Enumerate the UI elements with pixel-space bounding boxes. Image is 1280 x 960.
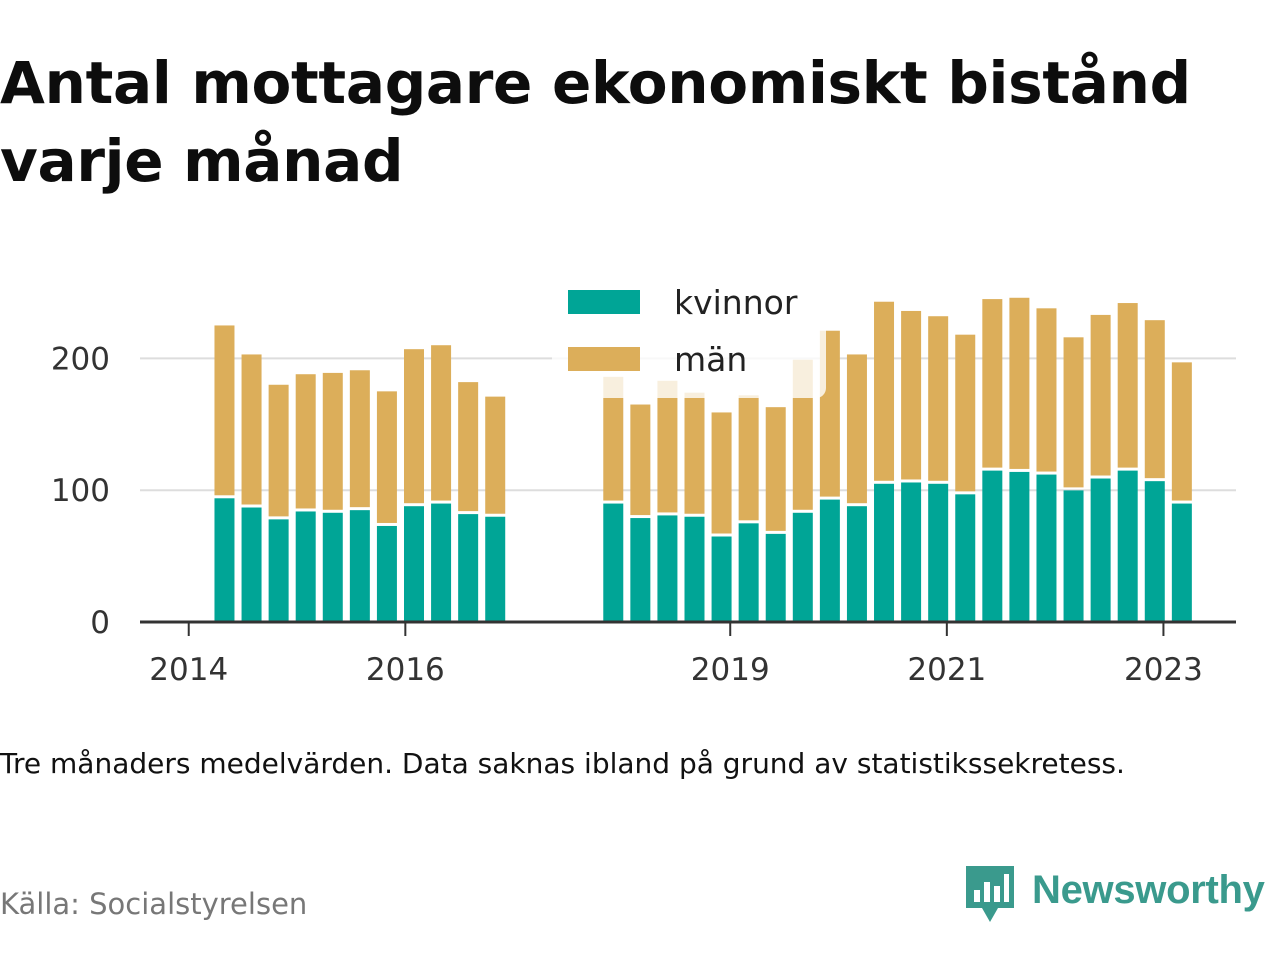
bar-man	[376, 391, 397, 523]
bar-kvinnor	[322, 512, 343, 622]
bar-kvinnor	[603, 503, 624, 622]
bar-kvinnor	[928, 483, 949, 622]
bar-man	[268, 384, 289, 517]
x-tick-label: 2021	[907, 652, 986, 688]
bar-man	[1036, 308, 1057, 472]
y-tick-label: 0	[90, 605, 110, 641]
bar-man	[982, 299, 1003, 468]
bar-kvinnor	[376, 525, 397, 622]
y-tick-label: 100	[51, 473, 110, 509]
x-axis	[140, 620, 1236, 636]
bar-kvinnor	[241, 507, 262, 622]
bar-kvinnor	[458, 514, 479, 622]
bar-kvinnor	[1117, 470, 1138, 622]
bar-man	[1171, 362, 1192, 501]
brand-name: Newsworthy	[1032, 868, 1265, 912]
bar-man	[603, 376, 624, 501]
bar-man	[214, 325, 235, 496]
bar-man	[630, 404, 651, 516]
bar-kvinnor	[485, 516, 506, 622]
legend-swatch-kvinnor	[568, 290, 640, 314]
chart-note: Tre månaders medelvärden. Data saknas ib…	[0, 747, 1125, 780]
bar-kvinnor	[874, 483, 895, 622]
bar-kvinnor	[792, 512, 813, 622]
bar-kvinnor	[738, 523, 759, 622]
bar-man	[295, 374, 316, 509]
bar-kvinnor	[765, 533, 786, 622]
bar-man	[458, 382, 479, 512]
legend-label-man: män	[674, 340, 747, 379]
bar-kvinnor	[1009, 471, 1030, 622]
legend: kvinnor män	[552, 276, 826, 398]
bar-kvinnor	[711, 536, 732, 622]
bar-kvinnor	[901, 482, 922, 622]
source-credit: Källa: Socialstyrelsen	[0, 887, 308, 921]
bar-man	[1090, 314, 1111, 476]
bar-man	[404, 349, 424, 504]
bar-man	[431, 345, 452, 501]
bar-man	[765, 407, 786, 531]
bar-man	[711, 412, 732, 534]
bars	[214, 297, 1192, 622]
legend-label-kvinnor: kvinnor	[674, 283, 798, 322]
bar-man	[241, 354, 262, 505]
bar-kvinnor	[684, 516, 705, 622]
bar-man	[1009, 297, 1030, 469]
bar-kvinnor	[1090, 478, 1111, 622]
bar-kvinnor	[404, 506, 424, 622]
bar-kvinnor	[214, 498, 235, 622]
bar-kvinnor	[431, 503, 452, 622]
x-tick-label: 2014	[149, 652, 228, 688]
bar-man	[928, 316, 949, 481]
stacked-bar-chart: 0 100 200 2014 2016 2019 2021 2023 kvinnor män	[50, 276, 1236, 688]
bar-man	[349, 370, 370, 508]
bar-man	[738, 395, 759, 521]
y-axis-tick-labels: 0 100 200	[51, 341, 110, 641]
bar-kvinnor	[1036, 474, 1057, 622]
x-axis-tick-labels: 2014 2016 2019 2021 2023	[149, 652, 1203, 688]
legend-swatch-man	[568, 347, 640, 371]
brand-logo-lockup: Newsworthy	[964, 862, 1280, 926]
bar-man	[322, 372, 343, 510]
bar-man	[657, 380, 678, 513]
bar-kvinnor	[1063, 490, 1084, 622]
bar-man	[1117, 303, 1138, 468]
bar-kvinnor	[1171, 503, 1192, 622]
bar-kvinnor	[982, 470, 1003, 622]
bar-man	[1144, 320, 1165, 479]
bar-kvinnor	[955, 494, 976, 622]
newsworthy-logo-icon	[966, 866, 1014, 922]
x-tick-label: 2016	[366, 652, 445, 688]
bar-kvinnor	[657, 515, 678, 622]
bar-kvinnor	[295, 511, 316, 622]
bar-man	[874, 301, 895, 481]
bar-man	[1063, 337, 1084, 488]
bar-kvinnor	[630, 518, 651, 622]
bar-kvinnor	[1144, 481, 1165, 622]
bar-kvinnor	[268, 519, 289, 622]
x-tick-label: 2019	[691, 652, 770, 688]
bar-man	[955, 334, 976, 492]
bar-man	[485, 396, 506, 514]
chart-title: Antal mottagare ekonomiskt bistånd varje…	[0, 49, 1191, 195]
bar-kvinnor	[846, 506, 867, 622]
bar-man	[684, 392, 705, 514]
bar-kvinnor	[349, 510, 370, 622]
bar-man	[901, 310, 922, 480]
bar-kvinnor	[819, 499, 840, 622]
x-tick-label: 2023	[1124, 652, 1203, 688]
y-tick-label: 200	[51, 341, 110, 377]
bar-man	[846, 354, 867, 504]
